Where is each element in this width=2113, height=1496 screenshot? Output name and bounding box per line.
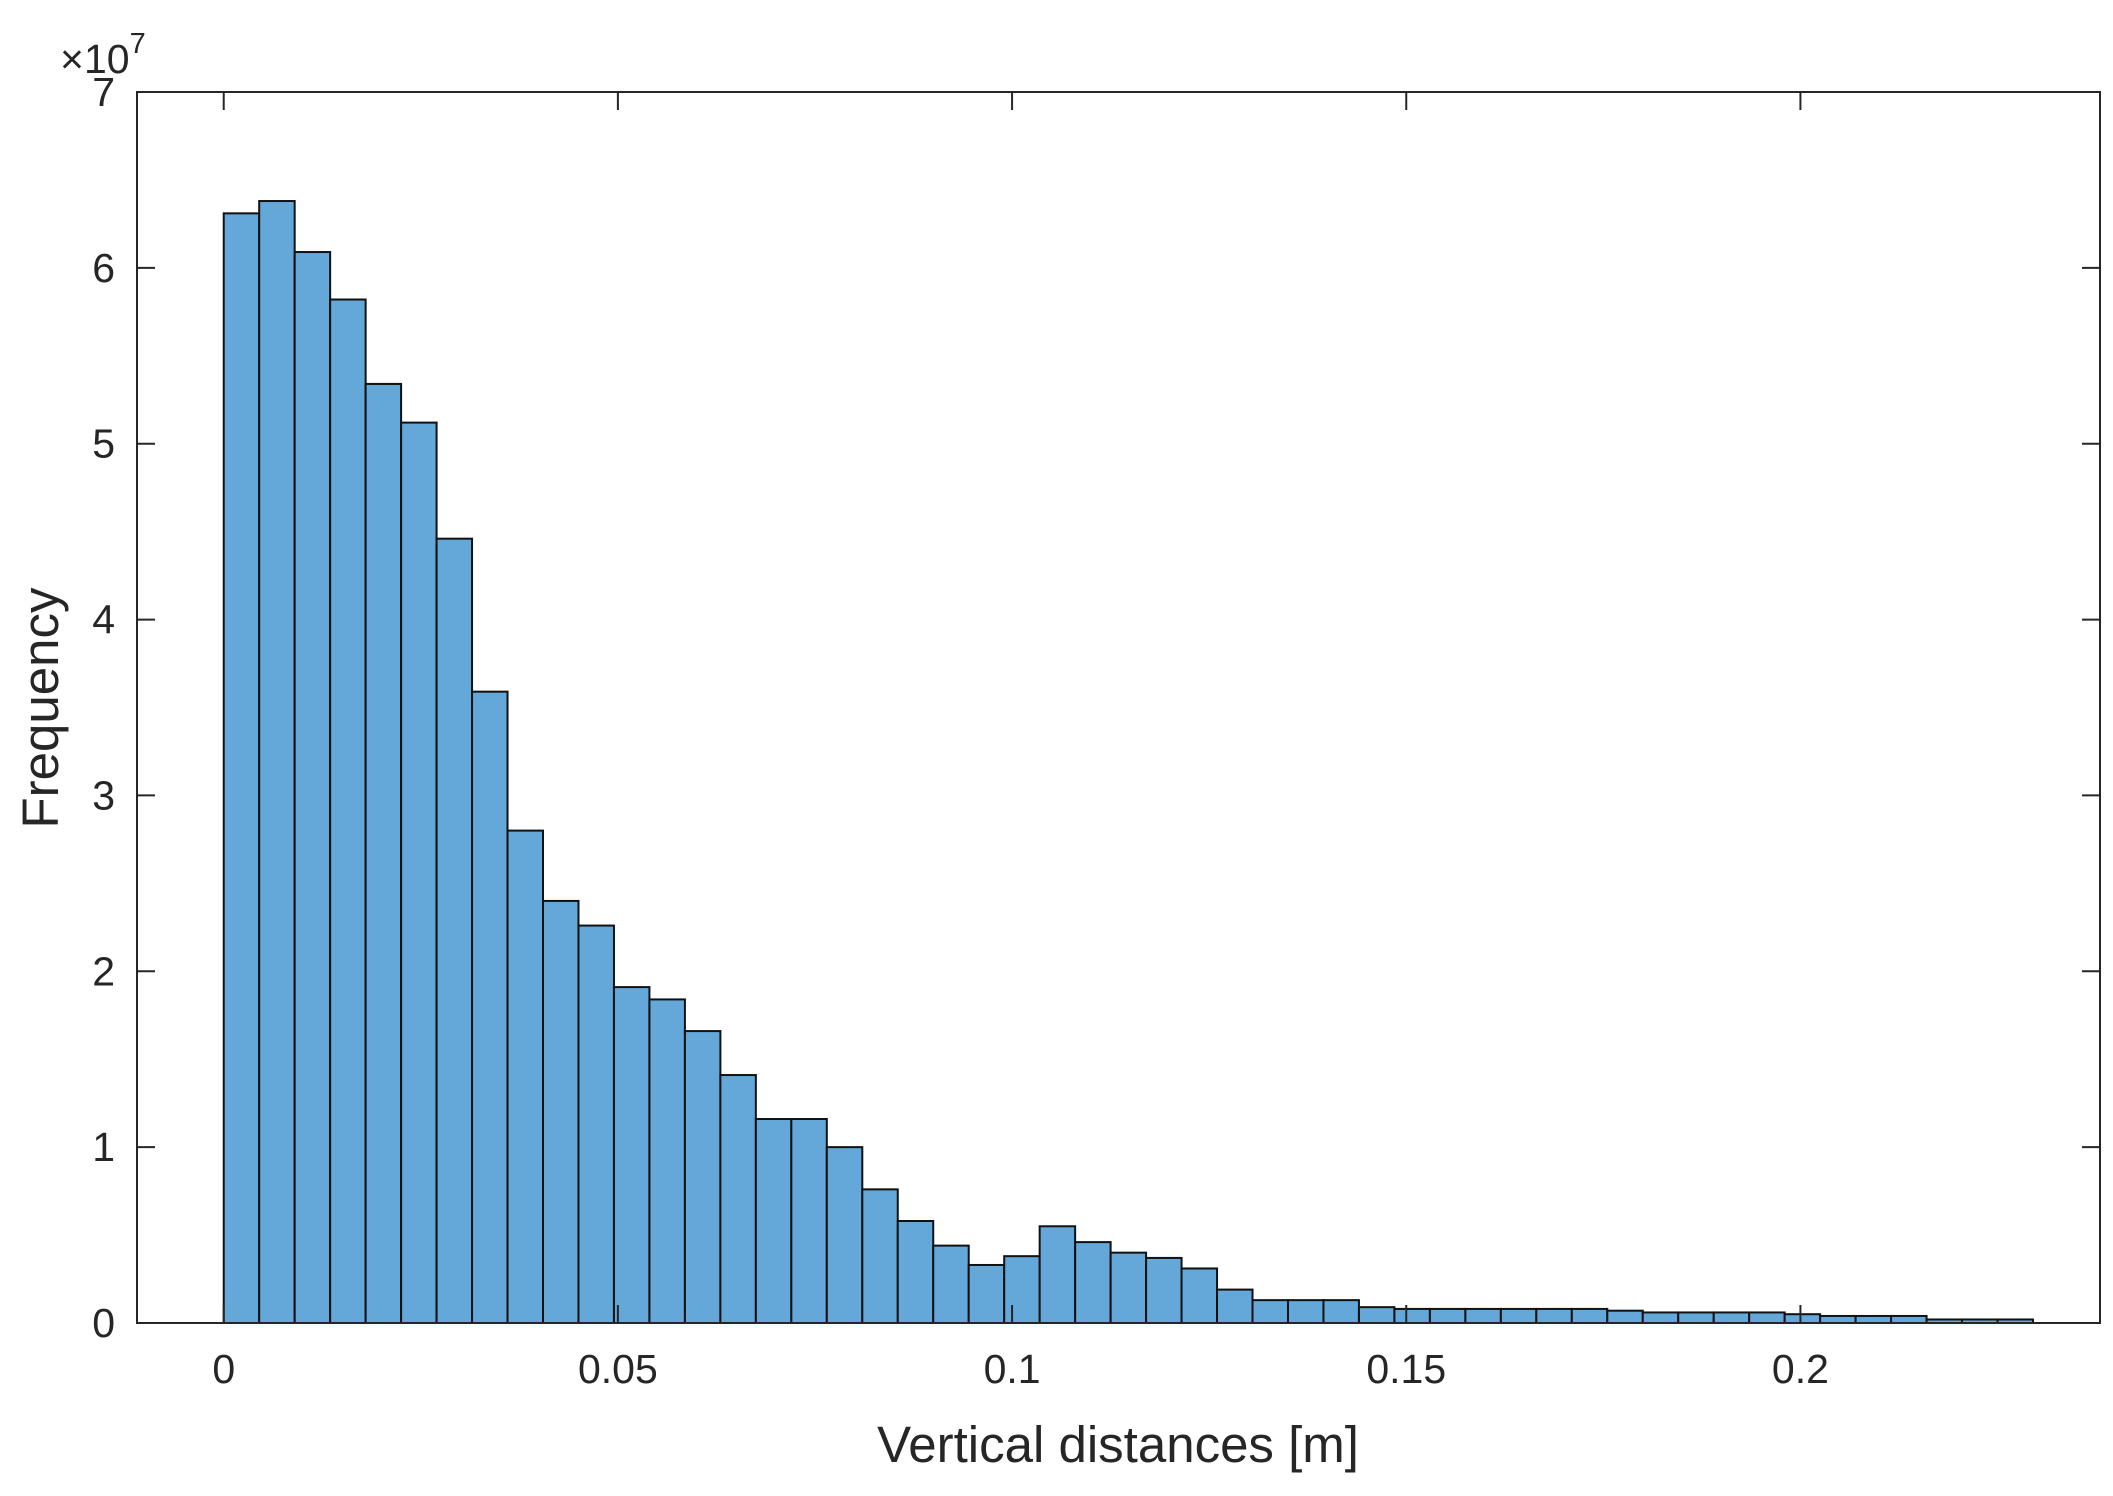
histogram-bar (1677, 1311, 1715, 1324)
x-axis-title: Vertical distances [m] (877, 1416, 1359, 1473)
axes-box (136, 91, 2101, 1324)
histogram-bar (364, 382, 403, 1325)
y-tick-label: 7 (92, 69, 115, 115)
histogram-bar (1819, 1314, 1857, 1324)
histogram-bar (1109, 1251, 1148, 1325)
histogram-bar (1570, 1307, 1609, 1325)
histogram-bar (896, 1220, 935, 1324)
histogram-bar (222, 212, 261, 1325)
y-tick-label: 6 (92, 245, 115, 291)
x-tick-label: 0 (212, 1346, 235, 1392)
bars-layer (222, 200, 2034, 1325)
histogram-bar (612, 986, 651, 1324)
histogram-bar (1428, 1307, 1467, 1325)
histogram-bar (1357, 1306, 1396, 1325)
y-exponent-label: ×107 (60, 28, 146, 82)
histogram-bar (258, 200, 296, 1324)
y-axis-title: Frequency (12, 587, 69, 828)
histogram-bar (1251, 1299, 1290, 1325)
histogram-bar (1499, 1307, 1538, 1325)
histogram-bar (1145, 1256, 1183, 1325)
histogram-bar (825, 1146, 864, 1325)
histogram-bar (1074, 1241, 1112, 1324)
histogram-bar (719, 1074, 757, 1325)
histogram-bar (400, 421, 438, 1324)
histogram-bar (1606, 1309, 1644, 1324)
histogram-bar (1393, 1307, 1431, 1325)
histogram-bar (1854, 1314, 1893, 1324)
y-tick-label: 2 (92, 948, 115, 994)
histogram-bar (1003, 1255, 1041, 1325)
histogram-bar (1748, 1311, 1786, 1324)
histogram-bar (754, 1118, 793, 1325)
histogram-bar (967, 1263, 1006, 1324)
histogram-bar (1287, 1299, 1325, 1325)
histogram-bar (1322, 1299, 1360, 1325)
y-exponent-power: 7 (130, 28, 146, 60)
histogram-bar (1641, 1311, 1680, 1324)
histogram-bar (506, 829, 545, 1324)
y-tick-label: 4 (92, 597, 115, 643)
histogram-bar (1535, 1307, 1573, 1325)
y-tick-label: 3 (92, 772, 115, 818)
histogram-bar (1712, 1311, 1751, 1324)
y-tick-label: 0 (92, 1300, 115, 1346)
histogram-bar (1464, 1307, 1502, 1325)
histogram-bar (329, 298, 367, 1324)
y-tick-label: 1 (92, 1124, 115, 1170)
x-tick-label: 0.15 (1366, 1346, 1446, 1392)
histogram-bar (1783, 1313, 1822, 1324)
histogram-bar (861, 1188, 899, 1324)
histogram-bar (435, 537, 474, 1324)
y-tick-label: 5 (92, 421, 115, 467)
ticks-layer: 0 0.05 0.1 0.15 0.2 0 1 2 3 4 5 6 7 (92, 69, 2100, 1392)
histogram-bar (1180, 1267, 1219, 1324)
histogram-bar (932, 1244, 970, 1324)
x-tick-label: 0.05 (578, 1346, 658, 1392)
histogram-bar (542, 899, 580, 1324)
histogram-bar (1890, 1314, 1928, 1324)
x-tick-label: 0.2 (1772, 1346, 1829, 1392)
y-exponent-base: ×10 (60, 36, 130, 82)
histogram-bar (1216, 1288, 1254, 1324)
histogram-bar (648, 998, 686, 1324)
histogram-bar (577, 924, 615, 1324)
x-tick-label: 0.1 (984, 1346, 1041, 1392)
histogram-bar (790, 1118, 828, 1325)
histogram-bar (683, 1030, 722, 1324)
histogram-bar (1038, 1225, 1077, 1325)
histogram-bar (471, 690, 509, 1324)
histogram-bar (293, 251, 332, 1324)
